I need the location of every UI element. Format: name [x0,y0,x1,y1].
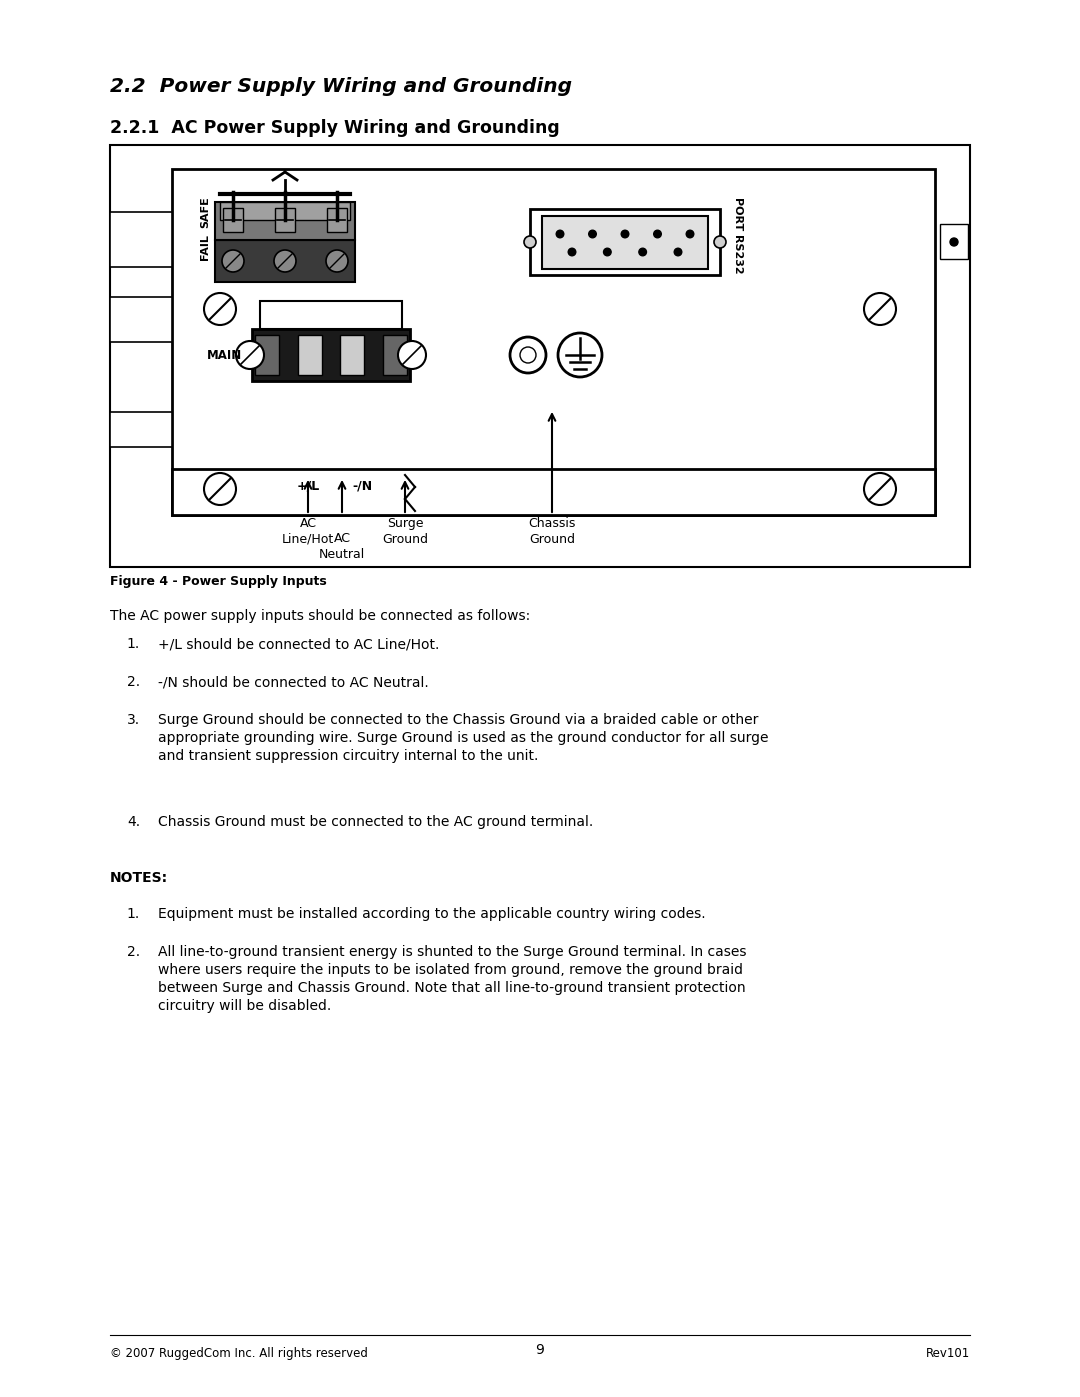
Text: © 2007 RuggedCom Inc. All rights reserved: © 2007 RuggedCom Inc. All rights reserve… [110,1347,368,1361]
Text: 4.: 4. [126,814,140,828]
Text: 9: 9 [536,1343,544,1356]
Circle shape [274,250,296,272]
Bar [542,215,708,268]
Circle shape [864,293,896,326]
Circle shape [674,249,681,256]
Bar [260,300,402,330]
Bar [110,145,970,567]
Circle shape [621,231,629,237]
Circle shape [556,231,564,237]
Bar [940,224,968,258]
Text: The AC power supply inputs should be connected as follows:: The AC power supply inputs should be con… [110,609,530,623]
Bar [110,212,172,267]
Circle shape [686,231,693,237]
Text: RS232: RS232 [732,235,742,275]
Bar [110,412,172,447]
Text: 3.: 3. [126,712,140,726]
Circle shape [510,337,546,373]
Circle shape [864,474,896,504]
Circle shape [204,293,237,326]
Text: Chassis Ground must be connected to the AC ground terminal.: Chassis Ground must be connected to the … [158,814,593,828]
Circle shape [653,231,661,237]
Text: 2.2  Power Supply Wiring and Grounding: 2.2 Power Supply Wiring and Grounding [110,77,572,96]
Bar [255,335,279,374]
Circle shape [558,332,602,377]
Circle shape [589,231,596,237]
Circle shape [399,341,426,369]
Circle shape [604,249,611,256]
Bar [327,208,347,232]
Text: -/N: -/N [352,479,373,492]
Bar [530,210,720,274]
Bar [252,330,410,381]
Circle shape [568,249,576,256]
Text: AC
Line/Hot: AC Line/Hot [282,517,334,546]
Bar [220,203,350,219]
Circle shape [519,346,536,363]
Text: PORT: PORT [732,198,742,232]
Text: -/N should be connected to AC Neutral.: -/N should be connected to AC Neutral. [158,675,429,689]
Text: Chassis
Ground: Chassis Ground [528,517,576,546]
Text: 1.: 1. [126,637,140,651]
Text: Rev101: Rev101 [926,1347,970,1361]
Circle shape [237,341,264,369]
Bar [340,335,364,374]
Text: 2.2.1  AC Power Supply Wiring and Grounding: 2.2.1 AC Power Supply Wiring and Groundi… [110,119,559,137]
Text: Surge
Ground: Surge Ground [382,517,428,546]
Text: SAFE: SAFE [200,196,210,228]
Circle shape [222,250,244,272]
Circle shape [639,249,647,256]
Circle shape [950,237,958,246]
Text: Equipment must be installed according to the applicable country wiring codes.: Equipment must be installed according to… [158,907,705,921]
Bar [222,208,243,232]
Bar [172,469,935,515]
Circle shape [204,474,237,504]
Bar [215,203,355,240]
Text: NOTES:: NOTES: [110,870,168,886]
Text: MAIN: MAIN [206,348,242,362]
Text: 1.: 1. [126,907,140,921]
Text: +/L: +/L [296,479,320,492]
Text: AC
Neutral: AC Neutral [319,532,365,562]
Bar [172,169,935,515]
Bar [215,240,355,282]
Bar [298,335,322,374]
Bar [110,298,172,342]
Text: FAIL: FAIL [200,235,210,260]
Circle shape [326,250,348,272]
Text: Figure 4 - Power Supply Inputs: Figure 4 - Power Supply Inputs [110,576,327,588]
Circle shape [714,236,726,249]
Text: 2.: 2. [126,675,140,689]
Bar [275,208,295,232]
Text: Surge Ground should be connected to the Chassis Ground via a braided cable or ot: Surge Ground should be connected to the … [158,712,769,763]
Text: +/L should be connected to AC Line/Hot.: +/L should be connected to AC Line/Hot. [158,637,440,651]
Bar [383,335,407,374]
Circle shape [524,236,536,249]
Text: All line-to-ground transient energy is shunted to the Surge Ground terminal. In : All line-to-ground transient energy is s… [158,944,746,1013]
Text: 2.: 2. [126,944,140,958]
